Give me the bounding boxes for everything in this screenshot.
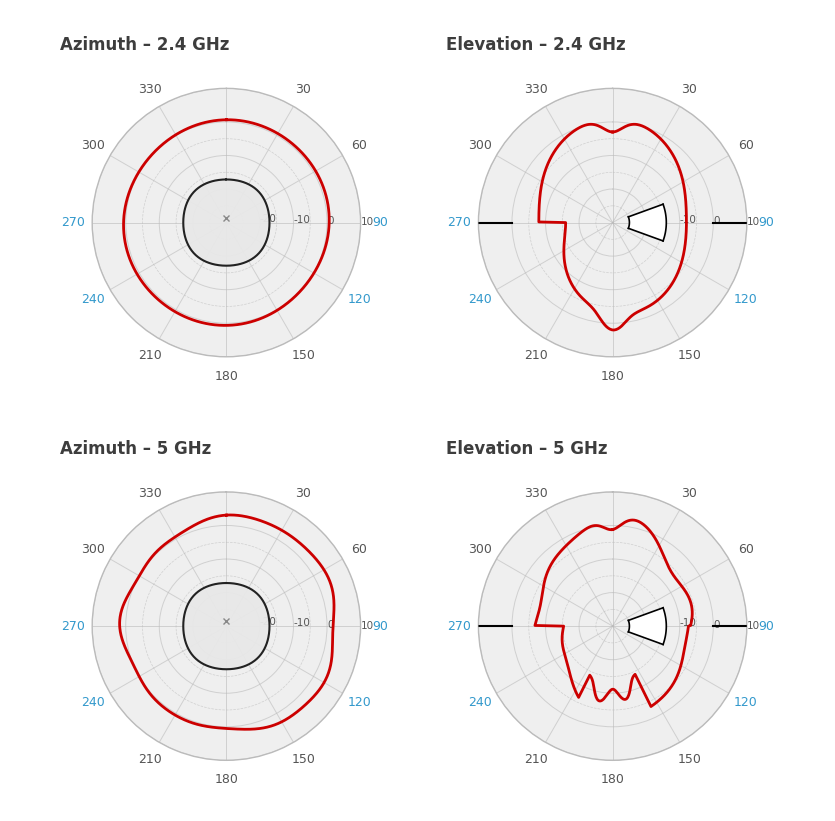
Polygon shape bbox=[629, 204, 666, 241]
Text: Elevation – 5 GHz: Elevation – 5 GHz bbox=[446, 440, 608, 458]
Polygon shape bbox=[183, 180, 270, 266]
Polygon shape bbox=[183, 583, 270, 669]
Text: Azimuth – 5 GHz: Azimuth – 5 GHz bbox=[60, 440, 211, 458]
Polygon shape bbox=[629, 608, 666, 644]
Text: Azimuth – 2.4 GHz: Azimuth – 2.4 GHz bbox=[60, 36, 230, 54]
Text: Elevation – 2.4 GHz: Elevation – 2.4 GHz bbox=[446, 36, 626, 54]
